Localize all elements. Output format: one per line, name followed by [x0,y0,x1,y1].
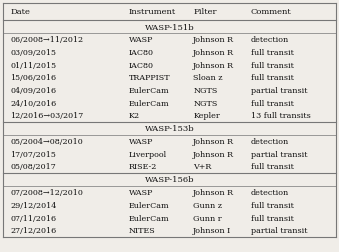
Text: Johnson R: Johnson R [193,188,234,197]
Text: TRAPPIST: TRAPPIST [129,74,171,82]
Text: 06/2008→11/2012: 06/2008→11/2012 [10,36,83,44]
Text: Filter: Filter [193,8,217,16]
Text: Kepler: Kepler [193,112,220,120]
Text: 01/11/2015: 01/11/2015 [10,61,56,70]
Text: WASP-151b: WASP-151b [145,23,194,32]
Text: WASP: WASP [129,188,153,197]
Text: Johnson I: Johnson I [193,226,232,234]
Text: NGTS: NGTS [193,99,218,107]
Text: 07/2008→12/2010: 07/2008→12/2010 [10,188,83,197]
Text: WASP: WASP [129,36,153,44]
Text: EulerCam: EulerCam [129,87,170,95]
Text: 24/10/2016: 24/10/2016 [10,99,56,107]
Text: Johnson R: Johnson R [193,138,234,146]
Text: Johnson R: Johnson R [193,36,234,44]
Text: WASP: WASP [129,138,153,146]
Text: 12/2016→03/2017: 12/2016→03/2017 [10,112,83,120]
Text: 17/07/2015: 17/07/2015 [10,150,56,158]
Text: 07/11/2016: 07/11/2016 [10,214,56,222]
Text: Date: Date [10,8,30,16]
Text: Gunn r: Gunn r [193,214,222,222]
Text: Sloan z: Sloan z [193,74,223,82]
Text: EulerCam: EulerCam [129,201,170,209]
Text: IAC80: IAC80 [129,49,154,57]
Text: IAC80: IAC80 [129,61,154,70]
Text: RISE-2: RISE-2 [129,163,157,171]
Text: K2: K2 [129,112,140,120]
Text: Instrument: Instrument [129,8,176,16]
Text: Johnson R: Johnson R [193,49,234,57]
Text: 15/06/2016: 15/06/2016 [10,74,56,82]
Text: V+R: V+R [193,163,212,171]
Text: Gunn z: Gunn z [193,201,222,209]
Text: partial transit: partial transit [251,150,307,158]
Text: 05/2004→08/2010: 05/2004→08/2010 [10,138,83,146]
Text: full transit: full transit [251,99,294,107]
Text: 05/08/2017: 05/08/2017 [10,163,56,171]
Text: full transit: full transit [251,74,294,82]
Text: Johnson R: Johnson R [193,61,234,70]
Text: full transit: full transit [251,214,294,222]
Text: detection: detection [251,138,289,146]
Text: Liverpool: Liverpool [129,150,167,158]
Text: partial transit: partial transit [251,87,307,95]
Text: full transit: full transit [251,201,294,209]
Text: detection: detection [251,36,289,44]
Text: 13 full transits: 13 full transits [251,112,311,120]
Text: Comment: Comment [251,8,292,16]
Text: Johnson R: Johnson R [193,150,234,158]
Text: 04/09/2016: 04/09/2016 [10,87,56,95]
Text: WASP-156b: WASP-156b [145,176,194,184]
Text: full transit: full transit [251,49,294,57]
Text: EulerCam: EulerCam [129,99,170,107]
Text: partial transit: partial transit [251,226,307,234]
Text: 27/12/2016: 27/12/2016 [10,226,56,234]
Text: NITES: NITES [129,226,156,234]
Text: NGTS: NGTS [193,87,218,95]
Text: EulerCam: EulerCam [129,214,170,222]
Text: detection: detection [251,188,289,197]
Text: 29/12/2014: 29/12/2014 [10,201,57,209]
Text: full transit: full transit [251,163,294,171]
Text: full transit: full transit [251,61,294,70]
Text: 03/09/2015: 03/09/2015 [10,49,56,57]
Text: WASP-153b: WASP-153b [145,125,194,133]
